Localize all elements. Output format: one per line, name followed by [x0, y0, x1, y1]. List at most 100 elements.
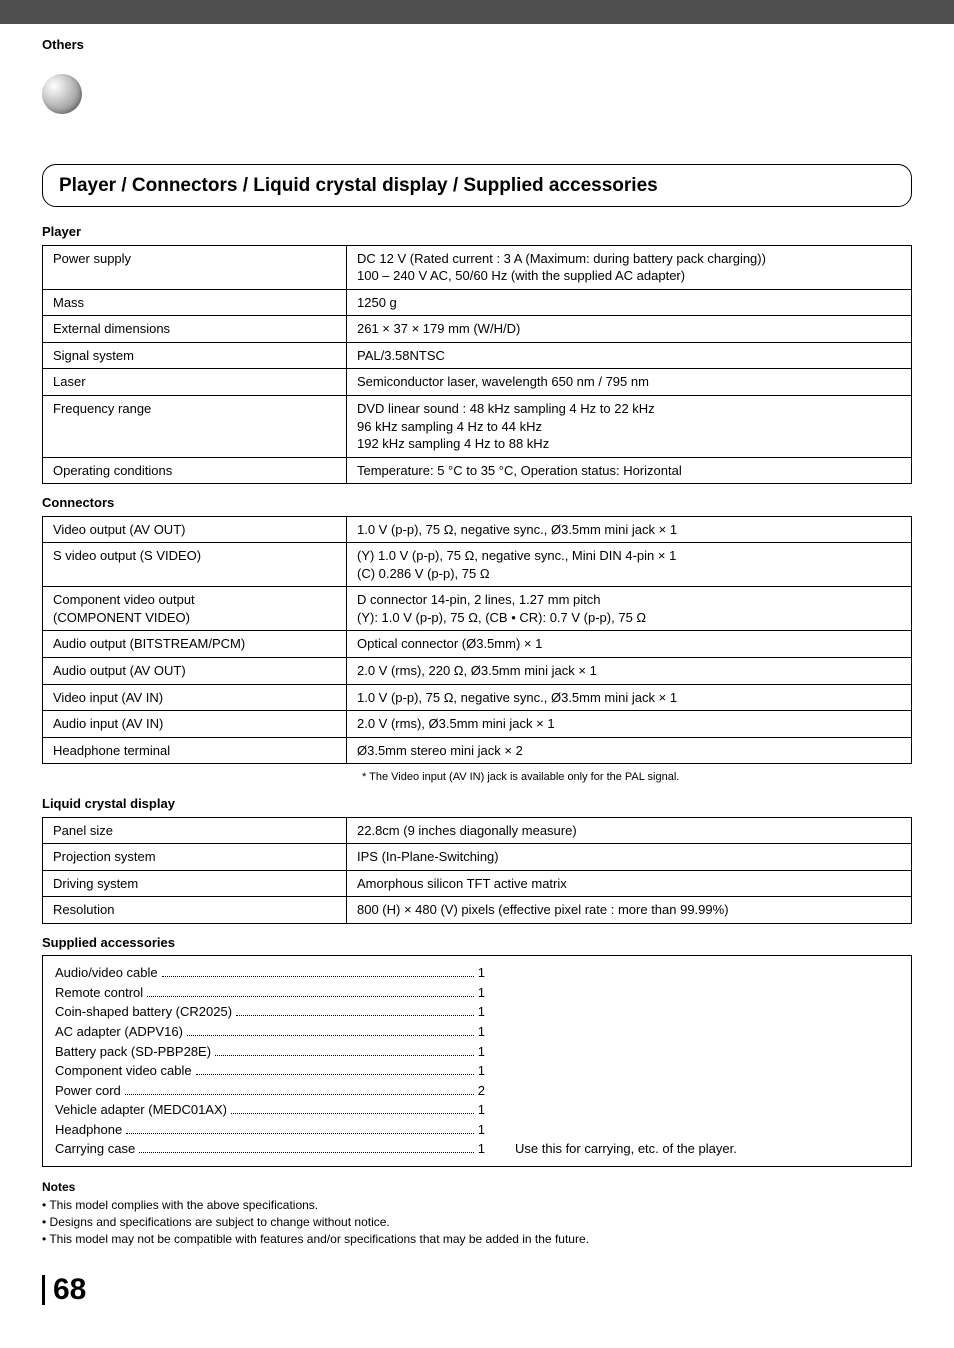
section-label: Others	[0, 24, 954, 54]
spec-value: (Y) 1.0 V (p-p), 75 Ω, negative sync., M…	[347, 543, 912, 587]
accessory-qty: 1	[478, 1140, 485, 1158]
page-number: 68	[42, 1275, 86, 1305]
spec-value: Optical connector (Ø3.5mm) × 1	[347, 631, 912, 658]
accessory-row: Carrying case 1Use this for carrying, et…	[55, 1140, 485, 1158]
accessory-qty: 1	[478, 984, 485, 1002]
accessory-qty: 1	[478, 964, 485, 982]
spec-key: Video output (AV OUT)	[43, 516, 347, 543]
accessory-row: Power cord 2	[55, 1082, 485, 1100]
leader-dots	[187, 1035, 474, 1036]
notes-heading: Notes	[42, 1179, 912, 1195]
spec-value: IPS (In-Plane-Switching)	[347, 844, 912, 871]
accessory-label: Coin-shaped battery (CR2025)	[55, 1003, 232, 1021]
page-title: Player / Connectors / Liquid crystal dis…	[42, 164, 912, 208]
leader-dots	[231, 1113, 474, 1114]
accessory-label: Component video cable	[55, 1062, 192, 1080]
note-item: Designs and specifications are subject t…	[42, 1214, 912, 1231]
spec-value: Ø3.5mm stereo mini jack × 2	[347, 737, 912, 764]
spec-value: PAL/3.58NTSC	[347, 342, 912, 369]
leader-dots	[236, 1015, 474, 1016]
table-row: Audio output (AV OUT)2.0 V (rms), 220 Ω,…	[43, 658, 912, 685]
table-row: Audio output (BITSTREAM/PCM)Optical conn…	[43, 631, 912, 658]
spec-key: S video output (S VIDEO)	[43, 543, 347, 587]
lcd-table: Panel size22.8cm (9 inches diagonally me…	[42, 817, 912, 924]
spec-key: Power supply	[43, 245, 347, 289]
note-item: This model may not be compatible with fe…	[42, 1231, 912, 1248]
table-row: Signal systemPAL/3.58NTSC	[43, 342, 912, 369]
table-row: Driving systemAmorphous silicon TFT acti…	[43, 870, 912, 897]
spec-value: 22.8cm (9 inches diagonally measure)	[347, 817, 912, 844]
page-content: Player / Connectors / Liquid crystal dis…	[0, 74, 954, 1336]
spec-key: Frequency range	[43, 396, 347, 458]
notes-list: This model complies with the above speci…	[42, 1197, 912, 1247]
table-row: Video input (AV IN)1.0 V (p-p), 75 Ω, ne…	[43, 684, 912, 711]
spec-key: Video input (AV IN)	[43, 684, 347, 711]
spec-value: 2.0 V (rms), Ø3.5mm mini jack × 1	[347, 711, 912, 738]
table-row: Operating conditionsTemperature: 5 °C to…	[43, 457, 912, 484]
accessory-qty: 1	[478, 1023, 485, 1041]
spec-key: Signal system	[43, 342, 347, 369]
table-row: Power supplyDC 12 V (Rated current : 3 A…	[43, 245, 912, 289]
decorative-sphere-row	[42, 74, 912, 114]
player-table: Power supplyDC 12 V (Rated current : 3 A…	[42, 245, 912, 484]
spec-value: Temperature: 5 °C to 35 °C, Operation st…	[347, 457, 912, 484]
accessories-box: Audio/video cable 1Remote control 1Coin-…	[42, 955, 912, 1166]
accessory-label: Headphone	[55, 1121, 122, 1139]
sphere-icon	[42, 74, 82, 114]
accessory-qty: 1	[478, 1121, 485, 1139]
spec-value: 1.0 V (p-p), 75 Ω, negative sync., Ø3.5m…	[347, 684, 912, 711]
accessory-label: Power cord	[55, 1082, 121, 1100]
spec-key: Audio input (AV IN)	[43, 711, 347, 738]
spec-key: Laser	[43, 369, 347, 396]
spec-value: Semiconductor laser, wavelength 650 nm /…	[347, 369, 912, 396]
leader-dots	[125, 1094, 474, 1095]
accessory-label: Carrying case	[55, 1140, 135, 1158]
accessory-qty: 1	[478, 1003, 485, 1021]
accessory-label: Audio/video cable	[55, 964, 158, 982]
accessory-row: Audio/video cable 1	[55, 964, 485, 982]
spec-key: Projection system	[43, 844, 347, 871]
leader-dots	[139, 1152, 474, 1153]
accessory-label: Vehicle adapter (MEDC01AX)	[55, 1101, 227, 1119]
table-row: Mass1250 g	[43, 289, 912, 316]
spec-key: Audio output (AV OUT)	[43, 658, 347, 685]
leader-dots	[147, 996, 474, 997]
table-row: Projection systemIPS (In-Plane-Switching…	[43, 844, 912, 871]
accessory-row: Headphone 1	[55, 1121, 485, 1139]
spec-value: DVD linear sound : 48 kHz sampling 4 Hz …	[347, 396, 912, 458]
connectors-table: Video output (AV OUT)1.0 V (p-p), 75 Ω, …	[42, 516, 912, 764]
accessory-row: Battery pack (SD-PBP28E) 1	[55, 1043, 485, 1061]
accessory-label: AC adapter (ADPV16)	[55, 1023, 183, 1041]
leader-dots	[126, 1133, 474, 1134]
connectors-footnote: * The Video input (AV IN) jack is availa…	[42, 770, 912, 785]
accessory-row: Coin-shaped battery (CR2025) 1	[55, 1003, 485, 1021]
spec-value: 261 × 37 × 179 mm (W/H/D)	[347, 316, 912, 343]
connectors-heading: Connectors	[42, 494, 912, 512]
table-row: Resolution800 (H) × 480 (V) pixels (effe…	[43, 897, 912, 924]
accessory-label: Battery pack (SD-PBP28E)	[55, 1043, 211, 1061]
spec-value: D connector 14-pin, 2 lines, 1.27 mm pit…	[347, 587, 912, 631]
table-row: Frequency rangeDVD linear sound : 48 kHz…	[43, 396, 912, 458]
table-row: S video output (S VIDEO)(Y) 1.0 V (p-p),…	[43, 543, 912, 587]
player-heading: Player	[42, 223, 912, 241]
accessory-qty: 1	[478, 1101, 485, 1119]
spec-value: 800 (H) × 480 (V) pixels (effective pixe…	[347, 897, 912, 924]
accessory-qty: 1	[478, 1062, 485, 1080]
table-row: Panel size22.8cm (9 inches diagonally me…	[43, 817, 912, 844]
table-row: Audio input (AV IN)2.0 V (rms), Ø3.5mm m…	[43, 711, 912, 738]
spec-key: Mass	[43, 289, 347, 316]
table-row: LaserSemiconductor laser, wavelength 650…	[43, 369, 912, 396]
accessory-row: Remote control 1	[55, 984, 485, 1002]
spec-key: External dimensions	[43, 316, 347, 343]
spec-value: 1.0 V (p-p), 75 Ω, negative sync., Ø3.5m…	[347, 516, 912, 543]
accessories-heading: Supplied accessories	[42, 934, 912, 952]
note-item: This model complies with the above speci…	[42, 1197, 912, 1214]
spec-value: DC 12 V (Rated current : 3 A (Maximum: d…	[347, 245, 912, 289]
spec-key: Audio output (BITSTREAM/PCM)	[43, 631, 347, 658]
spec-value: Amorphous silicon TFT active matrix	[347, 870, 912, 897]
leader-dots	[196, 1074, 474, 1075]
spec-key: Headphone terminal	[43, 737, 347, 764]
table-row: External dimensions261 × 37 × 179 mm (W/…	[43, 316, 912, 343]
lcd-heading: Liquid crystal display	[42, 795, 912, 813]
accessory-row: Vehicle adapter (MEDC01AX) 1	[55, 1101, 485, 1119]
